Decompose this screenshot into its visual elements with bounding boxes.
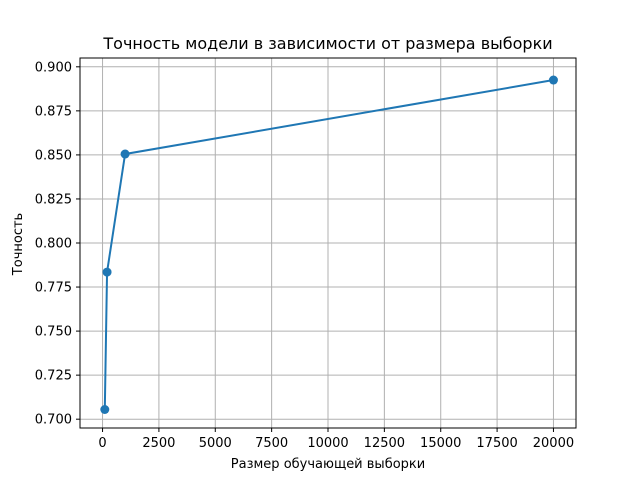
- data-point: [120, 149, 130, 159]
- data-point: [102, 267, 112, 277]
- series-layer: [100, 75, 558, 414]
- x-tick-label: 2500: [142, 436, 175, 451]
- data-point: [548, 75, 558, 85]
- data-point: [100, 405, 110, 414]
- x-axis-label: Размер обучающей выборки: [231, 457, 425, 472]
- y-tick-label: 0.875: [35, 104, 72, 119]
- axes-frame: [79, 57, 577, 429]
- y-tick-label: 0.700: [35, 413, 72, 428]
- y-tick-label: 0.825: [35, 192, 72, 207]
- y-tick-label: 0.800: [35, 237, 72, 252]
- tick-layer: 0 2500 5000 7500 10000 12500 15000 17500 20000 0.…: [35, 60, 574, 451]
- x-tick-label: 5000: [199, 436, 232, 451]
- x-tick-label: 7500: [255, 436, 288, 451]
- x-tick-label: 15000: [420, 436, 461, 451]
- y-tick-label: 0.900: [35, 60, 72, 75]
- y-tick-label: 0.775: [35, 281, 72, 296]
- y-axis-label: Точность: [11, 213, 26, 276]
- x-tick-label: 17500: [476, 436, 517, 451]
- chart-title: Точность модели в зависимости от размера…: [102, 34, 552, 53]
- x-tick-label: 20000: [533, 436, 574, 451]
- y-tick-label: 0.850: [35, 148, 72, 163]
- x-tick-label: 10000: [307, 436, 348, 451]
- series-line: [103, 79, 554, 410]
- y-tick-label: 0.750: [35, 325, 72, 340]
- x-tick-label: 12500: [364, 436, 405, 451]
- x-tick-label: 0: [98, 436, 106, 451]
- y-tick-label: 0.725: [35, 369, 72, 384]
- grid-layer: [80, 58, 576, 428]
